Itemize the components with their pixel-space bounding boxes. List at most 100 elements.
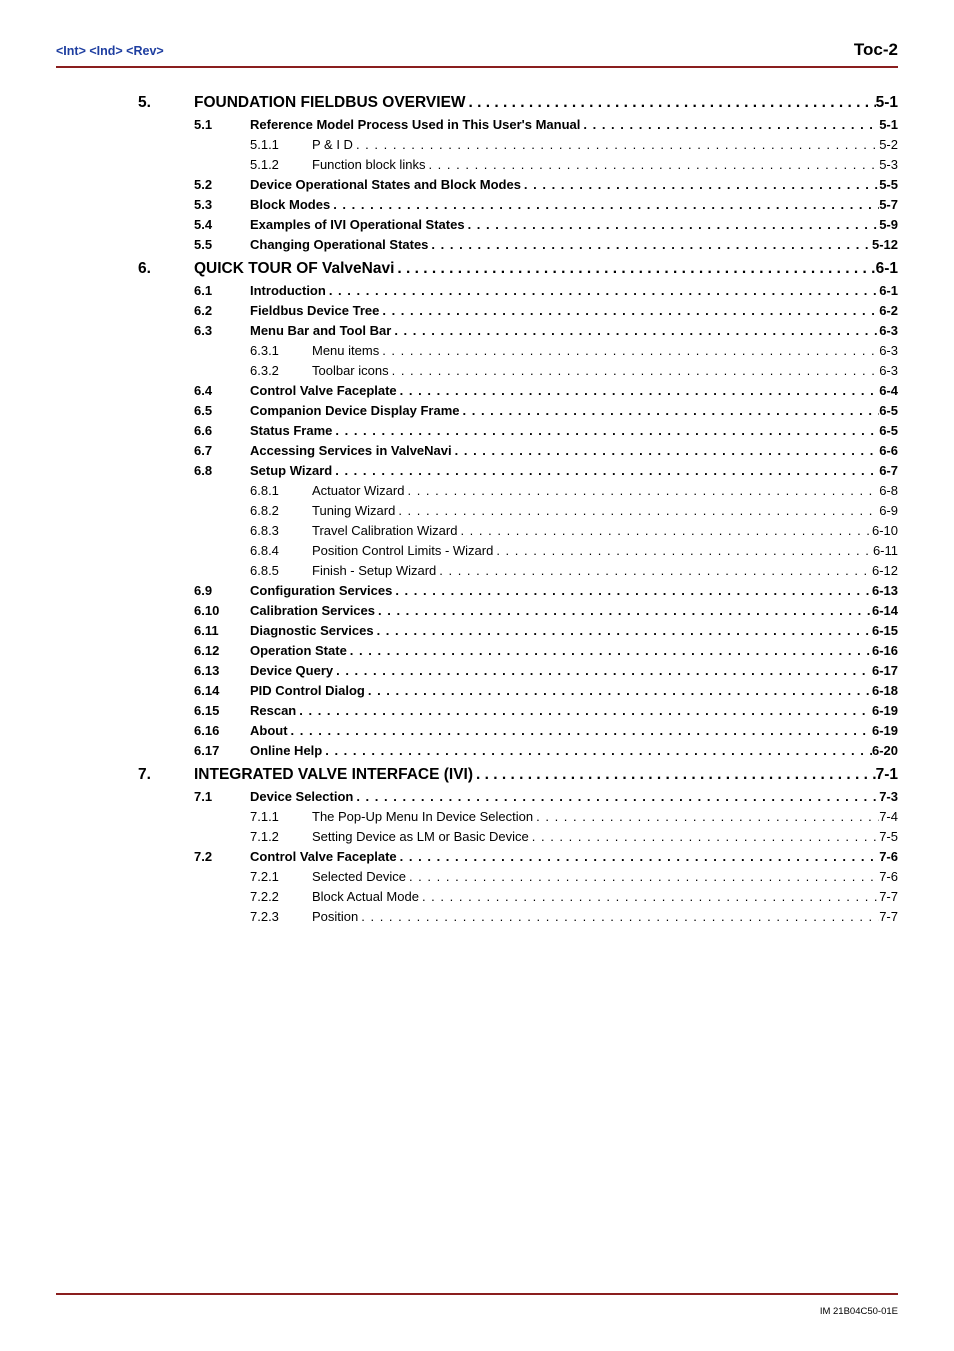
toc-entry[interactable]: 7.2.3Position . . . . . . . . . . . . . … — [250, 909, 898, 924]
toc-entry-number: 6.17 — [194, 743, 250, 758]
toc-entry-title-wrap: Control Valve Faceplate . . . . . . . . … — [250, 383, 898, 398]
toc-entry[interactable]: 6.3.2Toolbar icons . . . . . . . . . . .… — [250, 363, 898, 378]
toc-entry-number: 6.1 — [194, 283, 250, 298]
toc-entry[interactable]: 5.1Reference Model Process Used in This … — [194, 117, 898, 132]
toc-leader-dots: . . . . . . . . . . . . . . . . . . . . … — [428, 237, 872, 252]
toc-entry[interactable]: 6.11Diagnostic Services . . . . . . . . … — [194, 623, 898, 638]
toc-entry[interactable]: 6.8.4Position Control Limits - Wizard . … — [250, 543, 898, 558]
toc-entry[interactable]: 6.8.5Finish - Setup Wizard . . . . . . .… — [250, 563, 898, 578]
toc-entry[interactable]: 6.14PID Control Dialog . . . . . . . . .… — [194, 683, 898, 698]
toc-entry-page: 6-4 — [879, 383, 898, 398]
toc-entry-title-wrap: Diagnostic Services . . . . . . . . . . … — [250, 623, 898, 638]
toc-entry[interactable]: 7.INTEGRATED VALVE INTERFACE (IVI) . . .… — [138, 766, 898, 784]
toc-entry-title: Menu Bar and Tool Bar — [250, 323, 391, 338]
toc-entry-title: Companion Device Display Frame — [250, 403, 460, 418]
toc-entry[interactable]: 6.4Control Valve Faceplate . . . . . . .… — [194, 383, 898, 398]
toc-entry-page: 6-15 — [872, 623, 898, 638]
toc-entry[interactable]: 7.2.2Block Actual Mode . . . . . . . . .… — [250, 889, 898, 904]
toc-leader-dots: . . . . . . . . . . . . . . . . . . . . … — [419, 889, 879, 904]
toc-leader-dots: . . . . . . . . . . . . . . . . . . . . … — [322, 743, 872, 758]
toc-entry[interactable]: 6.QUICK TOUR OF ValveNavi . . . . . . . … — [138, 260, 898, 278]
toc-entry-title-wrap: Examples of IVI Operational States . . .… — [250, 217, 898, 232]
toc-entry-number: 6.8.5 — [250, 563, 312, 578]
toc-entry[interactable]: 6.5Companion Device Display Frame . . . … — [194, 403, 898, 418]
toc-entry[interactable]: 5.3Block Modes . . . . . . . . . . . . .… — [194, 197, 898, 212]
toc-entry[interactable]: 6.8.3Travel Calibration Wizard . . . . .… — [250, 523, 898, 538]
toc-entry-number: 6.3.1 — [250, 343, 312, 358]
toc-entry-title: Accessing Services in ValveNavi — [250, 443, 452, 458]
toc-entry-title-wrap: Finish - Setup Wizard . . . . . . . . . … — [312, 563, 898, 578]
toc-leader-dots: . . . . . . . . . . . . . . . . . . . . … — [347, 643, 872, 658]
toc-entry-title: Examples of IVI Operational States — [250, 217, 465, 232]
toc-entry-title: INTEGRATED VALVE INTERFACE (IVI) — [194, 766, 473, 784]
toc-entry[interactable]: 6.6Status Frame . . . . . . . . . . . . … — [194, 423, 898, 438]
toc-entry[interactable]: 6.16About . . . . . . . . . . . . . . . … — [194, 723, 898, 738]
toc-leader-dots: . . . . . . . . . . . . . . . . . . . . … — [332, 463, 879, 478]
toc-entry[interactable]: 6.1Introduction . . . . . . . . . . . . … — [194, 283, 898, 298]
toc-entry-title-wrap: Block Modes . . . . . . . . . . . . . . … — [250, 197, 898, 212]
toc-entry-number: 6.5 — [194, 403, 250, 418]
toc-entry-page: 7-1 — [876, 766, 898, 784]
toc-entry-title-wrap: FOUNDATION FIELDBUS OVERVIEW . . . . . .… — [194, 94, 898, 112]
toc-entry[interactable]: 5.1.2Function block links . . . . . . . … — [250, 157, 898, 172]
toc-leader-dots: . . . . . . . . . . . . . . . . . . . . … — [379, 343, 879, 358]
toc-entry[interactable]: 6.9Configuration Services . . . . . . . … — [194, 583, 898, 598]
toc-entry-number: 5.1.1 — [250, 137, 312, 152]
toc-entry[interactable]: 6.8.2Tuning Wizard . . . . . . . . . . .… — [250, 503, 898, 518]
toc-entry-title: The Pop-Up Menu In Device Selection — [312, 809, 533, 824]
toc-entry-page: 5-1 — [876, 94, 898, 112]
toc-entry[interactable]: 6.17Online Help . . . . . . . . . . . . … — [194, 743, 898, 758]
toc-entry[interactable]: 5.FOUNDATION FIELDBUS OVERVIEW . . . . .… — [138, 94, 898, 112]
toc-entry-number: 6.8.2 — [250, 503, 312, 518]
toc-entry-title: Calibration Services — [250, 603, 375, 618]
toc-entry[interactable]: 6.13Device Query . . . . . . . . . . . .… — [194, 663, 898, 678]
toc-entry[interactable]: 7.1Device Selection . . . . . . . . . . … — [194, 789, 898, 804]
toc-entry-title-wrap: Calibration Services . . . . . . . . . .… — [250, 603, 898, 618]
toc-entry[interactable]: 6.12Operation State . . . . . . . . . . … — [194, 643, 898, 658]
toc-entry[interactable]: 7.1.2Setting Device as LM or Basic Devic… — [250, 829, 898, 844]
toc-entry-title-wrap: Setup Wizard . . . . . . . . . . . . . .… — [250, 463, 898, 478]
toc-leader-dots: . . . . . . . . . . . . . . . . . . . . … — [457, 523, 872, 538]
toc-entry[interactable]: 6.2Fieldbus Device Tree . . . . . . . . … — [194, 303, 898, 318]
toc-entry[interactable]: 6.8Setup Wizard . . . . . . . . . . . . … — [194, 463, 898, 478]
toc-entry-number: 5.2 — [194, 177, 250, 192]
toc-leader-dots: . . . . . . . . . . . . . . . . . . . . … — [353, 137, 879, 152]
toc-entry-page: 6-20 — [872, 743, 898, 758]
toc-leader-dots: . . . . . . . . . . . . . . . . . . . . … — [580, 117, 879, 132]
toc-entry-number: 6.2 — [194, 303, 250, 318]
toc-entry-title: Position Control Limits - Wizard — [312, 543, 493, 558]
toc-entry-page: 6-12 — [872, 563, 898, 578]
toc-entry[interactable]: 6.3.1Menu items . . . . . . . . . . . . … — [250, 343, 898, 358]
toc-entry-page: 6-13 — [872, 583, 898, 598]
toc-entry-number: 6.4 — [194, 383, 250, 398]
toc-entry[interactable]: 5.2Device Operational States and Block M… — [194, 177, 898, 192]
toc-entry-number: 7.2.3 — [250, 909, 312, 924]
toc-entry[interactable]: 6.10Calibration Services . . . . . . . .… — [194, 603, 898, 618]
toc-entry-number: 6.15 — [194, 703, 250, 718]
toc-entry-title-wrap: Function block links . . . . . . . . . .… — [312, 157, 898, 172]
toc-entry-title-wrap: Rescan . . . . . . . . . . . . . . . . .… — [250, 703, 898, 718]
toc-entry[interactable]: 7.2.1Selected Device . . . . . . . . . .… — [250, 869, 898, 884]
toc-entry[interactable]: 6.3Menu Bar and Tool Bar . . . . . . . .… — [194, 323, 898, 338]
toc-entry-title: Selected Device — [312, 869, 406, 884]
toc-entry-page: 5-3 — [879, 157, 898, 172]
toc-entry[interactable]: 5.5Changing Operational States . . . . .… — [194, 237, 898, 252]
toc-entry-title: Travel Calibration Wizard — [312, 523, 457, 538]
toc-entry[interactable]: 7.2Control Valve Faceplate . . . . . . .… — [194, 849, 898, 864]
toc-entry[interactable]: 6.7Accessing Services in ValveNavi . . .… — [194, 443, 898, 458]
toc-entry[interactable]: 7.1.1The Pop-Up Menu In Device Selection… — [250, 809, 898, 824]
toc-entry-number: 6.3.2 — [250, 363, 312, 378]
toc-entry[interactable]: 5.1.1P & I D . . . . . . . . . . . . . .… — [250, 137, 898, 152]
toc-leader-dots: . . . . . . . . . . . . . . . . . . . . … — [296, 703, 872, 718]
toc-entry-number: 6.13 — [194, 663, 250, 678]
toc-entry-title-wrap: The Pop-Up Menu In Device Selection . . … — [312, 809, 898, 824]
toc-entry[interactable]: 5.4Examples of IVI Operational States . … — [194, 217, 898, 232]
toc-entry-title-wrap: Device Query . . . . . . . . . . . . . .… — [250, 663, 898, 678]
toc-leader-dots: . . . . . . . . . . . . . . . . . . . . … — [465, 217, 880, 232]
toc-entry[interactable]: 6.15Rescan . . . . . . . . . . . . . . .… — [194, 703, 898, 718]
toc-entry-title: Actuator Wizard — [312, 483, 404, 498]
toc-entry-number: 7.2 — [194, 849, 250, 864]
toc-entry-page: 7-7 — [879, 889, 898, 904]
toc-entry[interactable]: 6.8.1Actuator Wizard . . . . . . . . . .… — [250, 483, 898, 498]
toc-entry-title: Diagnostic Services — [250, 623, 374, 638]
